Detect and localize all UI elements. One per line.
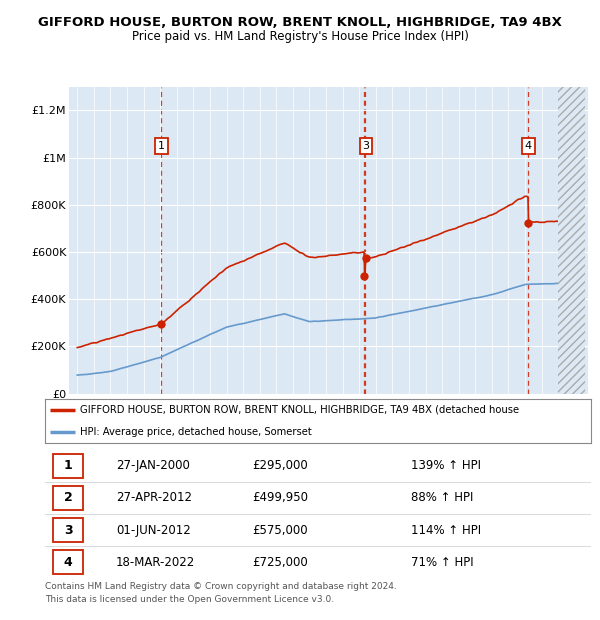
Text: 1: 1 (64, 459, 73, 472)
Text: HPI: Average price, detached house, Somerset: HPI: Average price, detached house, Some… (80, 427, 312, 437)
Text: GIFFORD HOUSE, BURTON ROW, BRENT KNOLL, HIGHBRIDGE, TA9 4BX: GIFFORD HOUSE, BURTON ROW, BRENT KNOLL, … (38, 16, 562, 29)
Text: 3: 3 (64, 524, 73, 536)
Text: 4: 4 (525, 141, 532, 151)
Text: 1: 1 (158, 141, 165, 151)
Text: £499,950: £499,950 (253, 492, 308, 504)
Text: 139% ↑ HPI: 139% ↑ HPI (411, 459, 481, 472)
Text: Contains HM Land Registry data © Crown copyright and database right 2024.: Contains HM Land Registry data © Crown c… (45, 582, 397, 591)
Text: 4: 4 (64, 556, 73, 569)
Text: 27-APR-2012: 27-APR-2012 (116, 492, 192, 504)
Text: 2: 2 (64, 492, 73, 504)
Text: Price paid vs. HM Land Registry's House Price Index (HPI): Price paid vs. HM Land Registry's House … (131, 30, 469, 43)
Text: GIFFORD HOUSE, BURTON ROW, BRENT KNOLL, HIGHBRIDGE, TA9 4BX (detached house: GIFFORD HOUSE, BURTON ROW, BRENT KNOLL, … (80, 405, 520, 415)
Text: 71% ↑ HPI: 71% ↑ HPI (411, 556, 473, 569)
Text: 01-JUN-2012: 01-JUN-2012 (116, 524, 191, 536)
Text: 114% ↑ HPI: 114% ↑ HPI (411, 524, 481, 536)
Text: 18-MAR-2022: 18-MAR-2022 (116, 556, 195, 569)
Text: £575,000: £575,000 (253, 524, 308, 536)
Text: This data is licensed under the Open Government Licence v3.0.: This data is licensed under the Open Gov… (45, 595, 334, 604)
Text: 88% ↑ HPI: 88% ↑ HPI (411, 492, 473, 504)
FancyBboxPatch shape (53, 551, 83, 574)
Text: 27-JAN-2000: 27-JAN-2000 (116, 459, 190, 472)
FancyBboxPatch shape (53, 454, 83, 478)
Text: 3: 3 (362, 141, 370, 151)
Text: £295,000: £295,000 (253, 459, 308, 472)
FancyBboxPatch shape (53, 518, 83, 542)
FancyBboxPatch shape (53, 486, 83, 510)
Text: £725,000: £725,000 (253, 556, 308, 569)
